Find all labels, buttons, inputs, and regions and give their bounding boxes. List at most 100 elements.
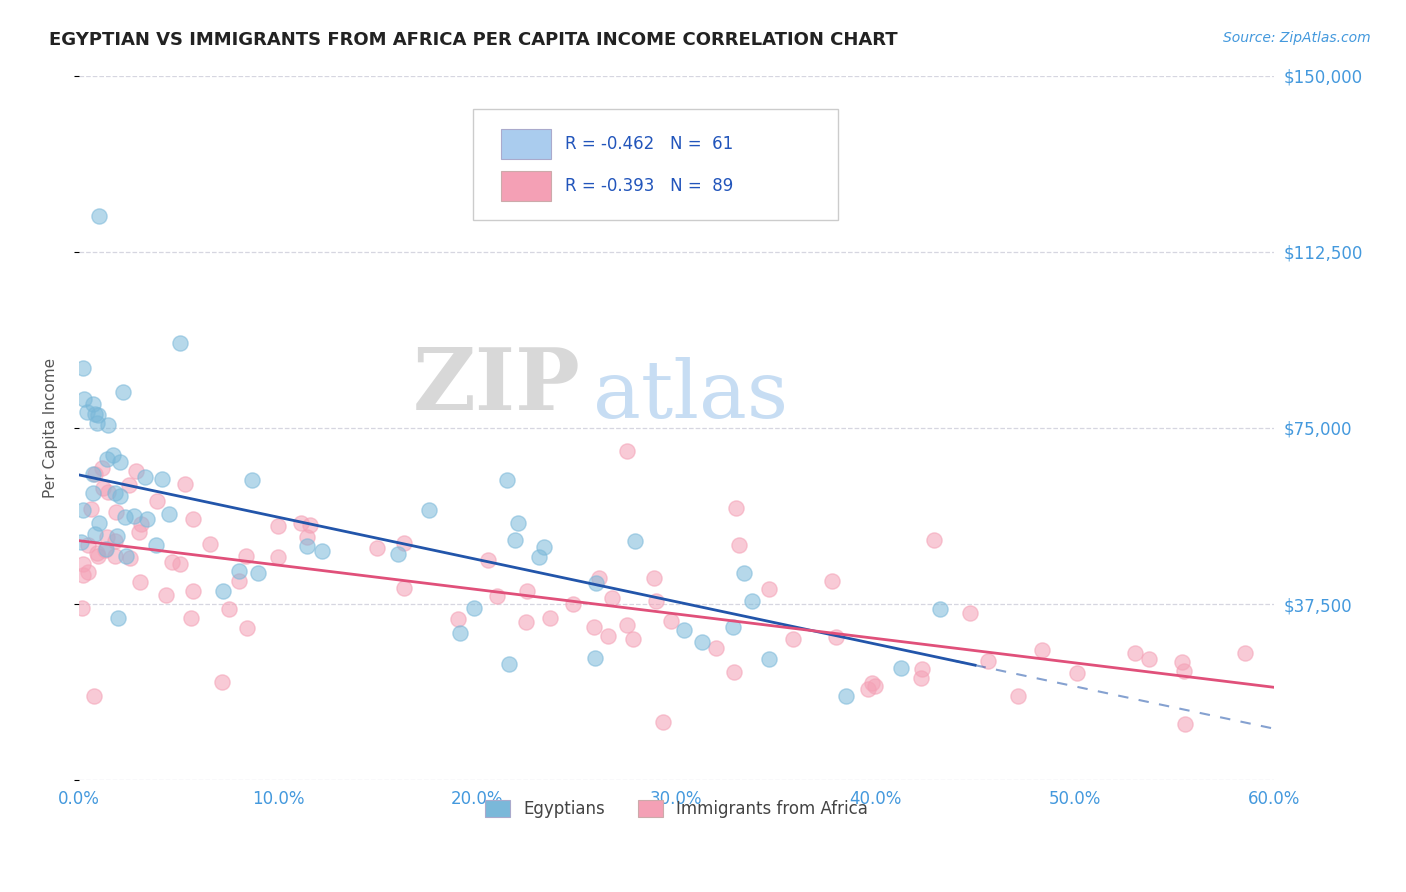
Point bbox=[1171, 655, 1194, 669]
Point bbox=[180, 611, 202, 625]
Point bbox=[267, 549, 290, 564]
Point bbox=[1123, 646, 1146, 660]
Point bbox=[496, 473, 519, 487]
Point bbox=[645, 593, 668, 607]
Point bbox=[311, 544, 333, 558]
Point bbox=[651, 715, 673, 730]
Point bbox=[299, 518, 322, 533]
Point bbox=[721, 620, 744, 634]
Point bbox=[588, 571, 610, 585]
Point bbox=[723, 665, 745, 679]
Point bbox=[72, 503, 94, 517]
Point bbox=[80, 501, 103, 516]
Point bbox=[82, 467, 104, 482]
Point bbox=[211, 583, 233, 598]
Point bbox=[89, 516, 111, 530]
Point bbox=[228, 574, 250, 589]
Point bbox=[236, 621, 259, 635]
Point bbox=[976, 654, 998, 668]
Point bbox=[104, 485, 127, 500]
Point bbox=[463, 601, 485, 615]
Point bbox=[83, 467, 105, 481]
Point bbox=[616, 444, 638, 458]
Text: EGYPTIAN VS IMMIGRANTS FROM AFRICA PER CAPITA INCOME CORRELATION CHART: EGYPTIAN VS IMMIGRANTS FROM AFRICA PER C… bbox=[49, 31, 898, 49]
Point bbox=[240, 473, 263, 487]
Point bbox=[529, 550, 551, 565]
Point bbox=[93, 542, 115, 557]
Point bbox=[104, 549, 127, 563]
Point bbox=[228, 564, 250, 578]
Point bbox=[672, 623, 695, 637]
Point bbox=[1007, 689, 1029, 703]
Point bbox=[83, 526, 105, 541]
Point bbox=[105, 529, 128, 543]
Point bbox=[616, 617, 638, 632]
Point bbox=[145, 538, 167, 552]
Point bbox=[758, 652, 780, 666]
Point bbox=[533, 540, 555, 554]
Point bbox=[90, 460, 112, 475]
Point bbox=[72, 568, 94, 582]
Point bbox=[169, 336, 191, 351]
Legend: Egyptians, Immigrants from Africa: Egyptians, Immigrants from Africa bbox=[478, 793, 875, 825]
Point bbox=[621, 632, 644, 647]
Point bbox=[825, 630, 848, 644]
Point bbox=[86, 408, 108, 422]
Point bbox=[97, 417, 120, 432]
Point bbox=[585, 575, 607, 590]
Point bbox=[181, 583, 204, 598]
Text: R = -0.393   N =  89: R = -0.393 N = 89 bbox=[565, 178, 734, 195]
Point bbox=[145, 493, 167, 508]
Point bbox=[561, 597, 583, 611]
Point bbox=[118, 551, 141, 566]
Point bbox=[86, 546, 108, 560]
Point bbox=[928, 602, 950, 616]
Point bbox=[1137, 652, 1160, 666]
Point bbox=[477, 553, 499, 567]
Point bbox=[235, 549, 257, 563]
Point bbox=[538, 611, 561, 625]
Point bbox=[77, 566, 100, 580]
Point bbox=[643, 571, 665, 585]
Point bbox=[82, 397, 104, 411]
Point bbox=[105, 505, 128, 519]
Point bbox=[889, 660, 911, 674]
Point bbox=[110, 489, 132, 503]
Point bbox=[290, 516, 312, 530]
Text: atlas: atlas bbox=[593, 357, 787, 435]
Point bbox=[157, 507, 180, 521]
Point bbox=[76, 404, 98, 418]
Point bbox=[72, 557, 94, 571]
Point bbox=[87, 549, 110, 563]
Point bbox=[392, 536, 415, 550]
Point bbox=[104, 533, 127, 548]
Point bbox=[83, 407, 105, 421]
Point bbox=[394, 582, 416, 596]
Point bbox=[782, 632, 804, 646]
Point bbox=[758, 582, 780, 596]
Point bbox=[858, 681, 880, 696]
Point bbox=[118, 478, 141, 492]
Point bbox=[110, 455, 132, 469]
Point bbox=[1066, 666, 1088, 681]
Point bbox=[725, 500, 748, 515]
Point bbox=[96, 542, 118, 557]
Point bbox=[1031, 643, 1053, 657]
Point bbox=[295, 530, 318, 544]
Point bbox=[211, 675, 233, 690]
Point bbox=[582, 620, 605, 634]
Point bbox=[72, 361, 94, 376]
Point bbox=[115, 549, 138, 563]
Point bbox=[600, 591, 623, 605]
Point bbox=[515, 615, 537, 630]
Point bbox=[486, 589, 509, 603]
Point bbox=[82, 485, 104, 500]
Point bbox=[704, 640, 727, 655]
Point bbox=[169, 557, 191, 571]
Point bbox=[508, 516, 530, 531]
Point bbox=[690, 635, 713, 649]
Point bbox=[160, 555, 183, 569]
Point bbox=[218, 602, 240, 616]
Bar bbox=[501, 171, 551, 201]
Point bbox=[387, 547, 409, 561]
